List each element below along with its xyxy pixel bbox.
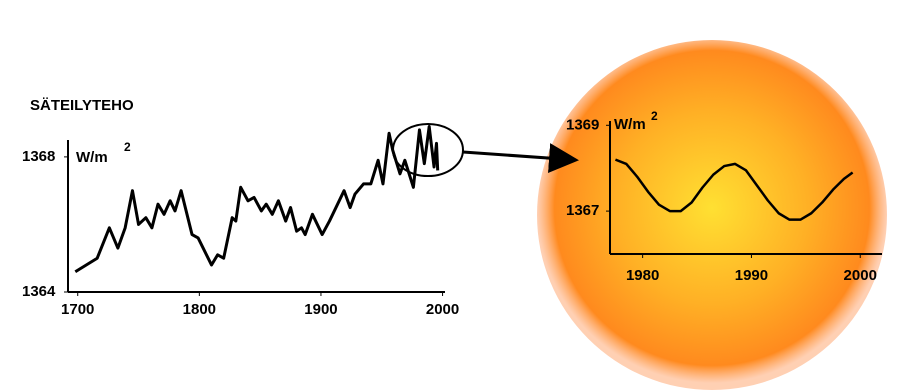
x-tick-label: 1900 — [304, 301, 337, 318]
x-tick-label: 1990 — [735, 267, 768, 284]
x-tick-label: 2000 — [844, 267, 877, 284]
y-tick-label: 1364 — [22, 283, 56, 300]
x-tick-label: 1800 — [183, 301, 216, 318]
chart-title: SÄTEILYTEHO — [30, 97, 134, 114]
y-label: W/m — [76, 149, 108, 166]
figure: SÄTEILYTEHO W/m 2 W/m 2 1364 1368 1700 1800… — [0, 0, 897, 390]
y-tick-label: 1368 — [22, 148, 55, 165]
x-tick-label: 2000 — [426, 301, 459, 318]
y-label: W/m — [614, 116, 646, 133]
x-tick-label: 1700 — [61, 301, 94, 318]
y-label-sup: 2 — [124, 140, 131, 154]
y-tick-label: 1367 — [566, 202, 599, 219]
y-label-sup: 2 — [651, 109, 658, 123]
y-tick-label: 1369 — [566, 116, 599, 133]
x-tick-label: 1980 — [626, 267, 659, 284]
